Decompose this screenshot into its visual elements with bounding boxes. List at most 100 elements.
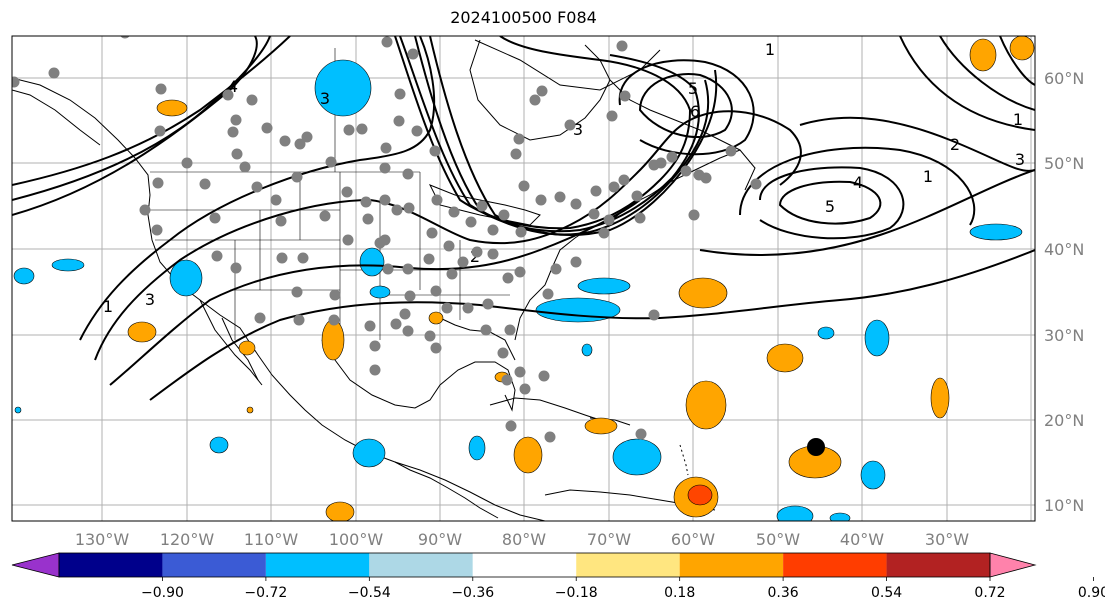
significance-dot: [542, 288, 554, 300]
significance-dot: [342, 234, 354, 246]
significance-dot: [369, 364, 381, 376]
significance-dot: [538, 370, 550, 382]
lat-label: 60°N: [1044, 69, 1084, 88]
colorbar-label: −0.18: [555, 585, 598, 601]
significance-dot: [588, 208, 600, 220]
anomaly-shading: [13, 36, 1035, 521]
anomaly-region: [13, 267, 35, 285]
significance-dot: [374, 237, 386, 249]
significance-dot: [362, 213, 374, 225]
significance-dot: [502, 272, 514, 284]
lat-label: 10°N: [1044, 496, 1084, 515]
significance-dot: [360, 196, 372, 208]
anomaly-region: [584, 417, 618, 435]
significance-dot: [402, 168, 414, 180]
contour-label: 3: [1015, 150, 1025, 169]
significance-dot: [482, 298, 494, 310]
contour-label: 5: [688, 79, 698, 98]
significance-dot: [431, 194, 443, 206]
significance-dot: [394, 88, 406, 100]
colorbar-segment: [576, 553, 680, 577]
lon-label: 60°W: [671, 530, 715, 549]
significance-dot: [448, 206, 460, 218]
contour-label: 3: [573, 120, 583, 139]
significance-dot: [487, 224, 499, 236]
contour-label: 6: [690, 102, 700, 121]
significance-dot: [301, 131, 313, 143]
significance-dot: [154, 125, 166, 137]
significance-dot: [380, 142, 392, 154]
contour-lines: [12, 36, 1035, 401]
lon-label: 130°W: [75, 530, 130, 549]
anomaly-region: [359, 247, 385, 277]
significance-dot: [635, 428, 647, 440]
lon-label: 90°W: [418, 530, 462, 549]
significance-dot: [411, 125, 423, 137]
significance-dot: [655, 157, 667, 169]
significance-dot: [181, 157, 193, 169]
significance-dot: [151, 224, 163, 236]
significance-dot: [254, 312, 266, 324]
significance-dot: [399, 308, 411, 320]
significance-dot: [750, 178, 762, 190]
anomaly-region: [238, 340, 256, 356]
significance-dot: [457, 256, 469, 268]
anomaly-region: [969, 223, 1023, 241]
colorbar-segment: [783, 553, 887, 577]
significance-dot: [291, 286, 303, 298]
significance-dot: [325, 156, 337, 168]
significance-dot: [319, 210, 331, 222]
contour-label: 3: [145, 290, 155, 309]
significance-dot: [514, 366, 526, 378]
anomaly-region: [209, 436, 229, 454]
anomaly-region: [314, 59, 372, 117]
significance-dot: [666, 151, 678, 163]
significance-dot: [356, 123, 368, 135]
anomaly-region: [369, 285, 391, 299]
contour-label: 5: [825, 197, 835, 216]
anomaly-region: [577, 277, 631, 295]
colorbar-label: 0.36: [768, 585, 799, 601]
significance-dot: [426, 227, 438, 239]
significance-dot: [441, 302, 453, 314]
significance-dot: [393, 115, 405, 127]
significance-dot: [291, 171, 303, 183]
anomaly-region: [513, 436, 543, 474]
significance-dot: [251, 181, 263, 193]
anomaly-region: [127, 321, 157, 343]
colorbar-segment: [472, 553, 577, 577]
contour-label: 1: [765, 40, 775, 59]
anomaly-region: [321, 319, 345, 361]
significance-dot: [424, 330, 436, 342]
significance-dot: [211, 250, 223, 262]
significance-dot: [152, 177, 164, 189]
significance-dot: [48, 67, 60, 79]
lat-label: 20°N: [1044, 411, 1084, 430]
significance-dot: [462, 302, 474, 314]
anomaly-region: [51, 258, 85, 272]
significance-dot: [390, 318, 402, 330]
colorbar-segment: [679, 553, 784, 577]
significance-dot: [725, 145, 737, 157]
anomaly-region: [969, 38, 997, 72]
significance-dot: [343, 124, 355, 136]
lon-label: 70°W: [587, 530, 631, 549]
significance-dot: [364, 320, 376, 332]
significance-dot: [603, 214, 615, 226]
significance-dot: [519, 383, 531, 395]
large-black-dot: [807, 438, 825, 456]
significance-dot: [480, 324, 492, 336]
significance-dot: [688, 209, 700, 221]
significance-dot: [402, 325, 414, 337]
significance-dot: [554, 191, 566, 203]
anomaly-region: [535, 297, 621, 323]
significance-dot: [276, 252, 288, 264]
significance-dot: [293, 314, 305, 326]
significance-dot: [529, 94, 541, 106]
significance-dot: [536, 85, 548, 97]
significance-dot: [471, 246, 483, 258]
anomaly-region: [829, 512, 851, 521]
significance-dot: [382, 263, 394, 275]
contour-label: 3: [320, 89, 330, 108]
